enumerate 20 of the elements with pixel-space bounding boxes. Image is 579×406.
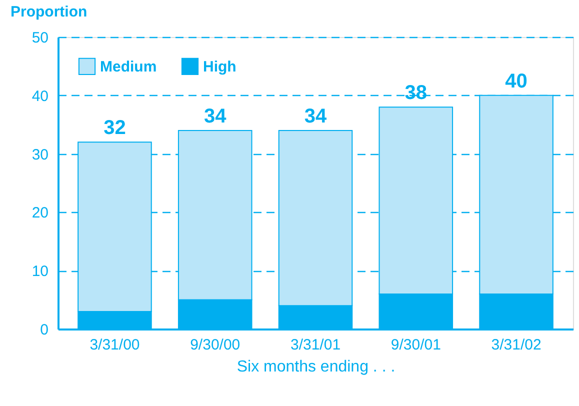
y-tick-label: 20 [32,204,48,222]
x-tick-label: 3/31/02 [491,336,542,354]
y-tick-label: 40 [32,88,48,105]
x-tick-label: 9/30/01 [390,336,441,354]
y-tick-label: 30 [32,146,48,164]
total-label: 38 [404,82,428,104]
total-label: 40 [505,70,528,92]
y-tick-label: 0 [40,322,48,338]
y-tick-label: 10 [32,263,48,280]
y-tick-label: 50 [32,30,48,46]
x-axis-title: Six months ending . . . [236,358,396,376]
legend-label: High [203,58,236,76]
x-tick-label: 3/31/01 [290,336,341,354]
total-label: 34 [304,105,328,128]
y-axis-title: Proportion [10,4,88,20]
x-tick-label: 3/31/00 [90,336,140,354]
total-label: 32 [104,117,126,140]
legend-label: Medium [100,58,157,76]
x-tick-label: 9/30/00 [190,336,240,354]
total-label: 34 [204,105,228,128]
